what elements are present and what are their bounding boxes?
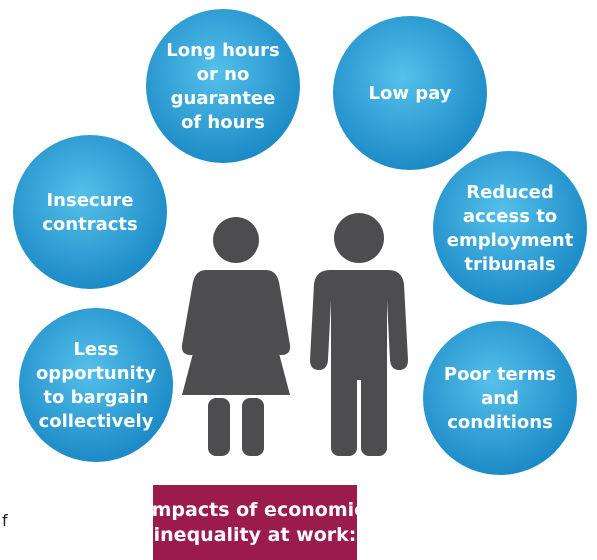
issue-label-line: conditions <box>447 412 553 433</box>
title-box <box>153 485 357 560</box>
issue-label-line: collectively <box>39 411 154 432</box>
issue-label-line: opportunity <box>36 363 156 384</box>
issue-label-line: tribunals <box>464 254 555 275</box>
issue-circle <box>19 308 173 462</box>
issue-label: Poor terms and conditions <box>444 364 556 433</box>
issue-label-line: employment <box>447 230 574 251</box>
issue-circle <box>333 16 487 170</box>
issue-label: Less opportunity to bargain collectively <box>36 339 156 432</box>
title: Impacts of economic inequality at work: <box>145 499 366 546</box>
issue-label-line: Poor terms <box>444 364 556 385</box>
woman-icon <box>181 217 291 456</box>
issue-circle <box>13 135 167 289</box>
man-icon <box>310 213 408 456</box>
issue-circle <box>433 151 587 305</box>
title-line: inequality at work: <box>154 524 357 546</box>
issue-label-line: Low pay <box>369 83 452 104</box>
issue-label-line: Insecure <box>46 190 133 211</box>
issue-label-line: Less <box>73 339 118 360</box>
issue-label-line: Reduced <box>466 182 554 203</box>
issue-label: Insecure contracts <box>42 190 137 235</box>
issue-label-line: of hours <box>181 112 265 133</box>
issue-label-line: guarantee <box>171 88 276 109</box>
issue-label: Long hours or no guarantee of hours <box>166 40 279 133</box>
issue-circle <box>423 321 577 475</box>
issue-circle <box>146 9 300 163</box>
issue-label: Low pay <box>369 83 452 104</box>
issue-label: Reduced access to employment tribunals <box>447 182 574 275</box>
title-line: Impacts of economic <box>145 499 366 521</box>
issue-label-line: to bargain <box>43 387 148 408</box>
issue-label-line: contracts <box>42 214 137 235</box>
text-fragment: f <box>2 511 8 530</box>
issue-label-line: or no <box>197 64 250 85</box>
issue-label-line: access to <box>463 206 557 227</box>
issue-label-line: and <box>481 388 519 409</box>
issue-label-line: Long hours <box>166 40 279 61</box>
